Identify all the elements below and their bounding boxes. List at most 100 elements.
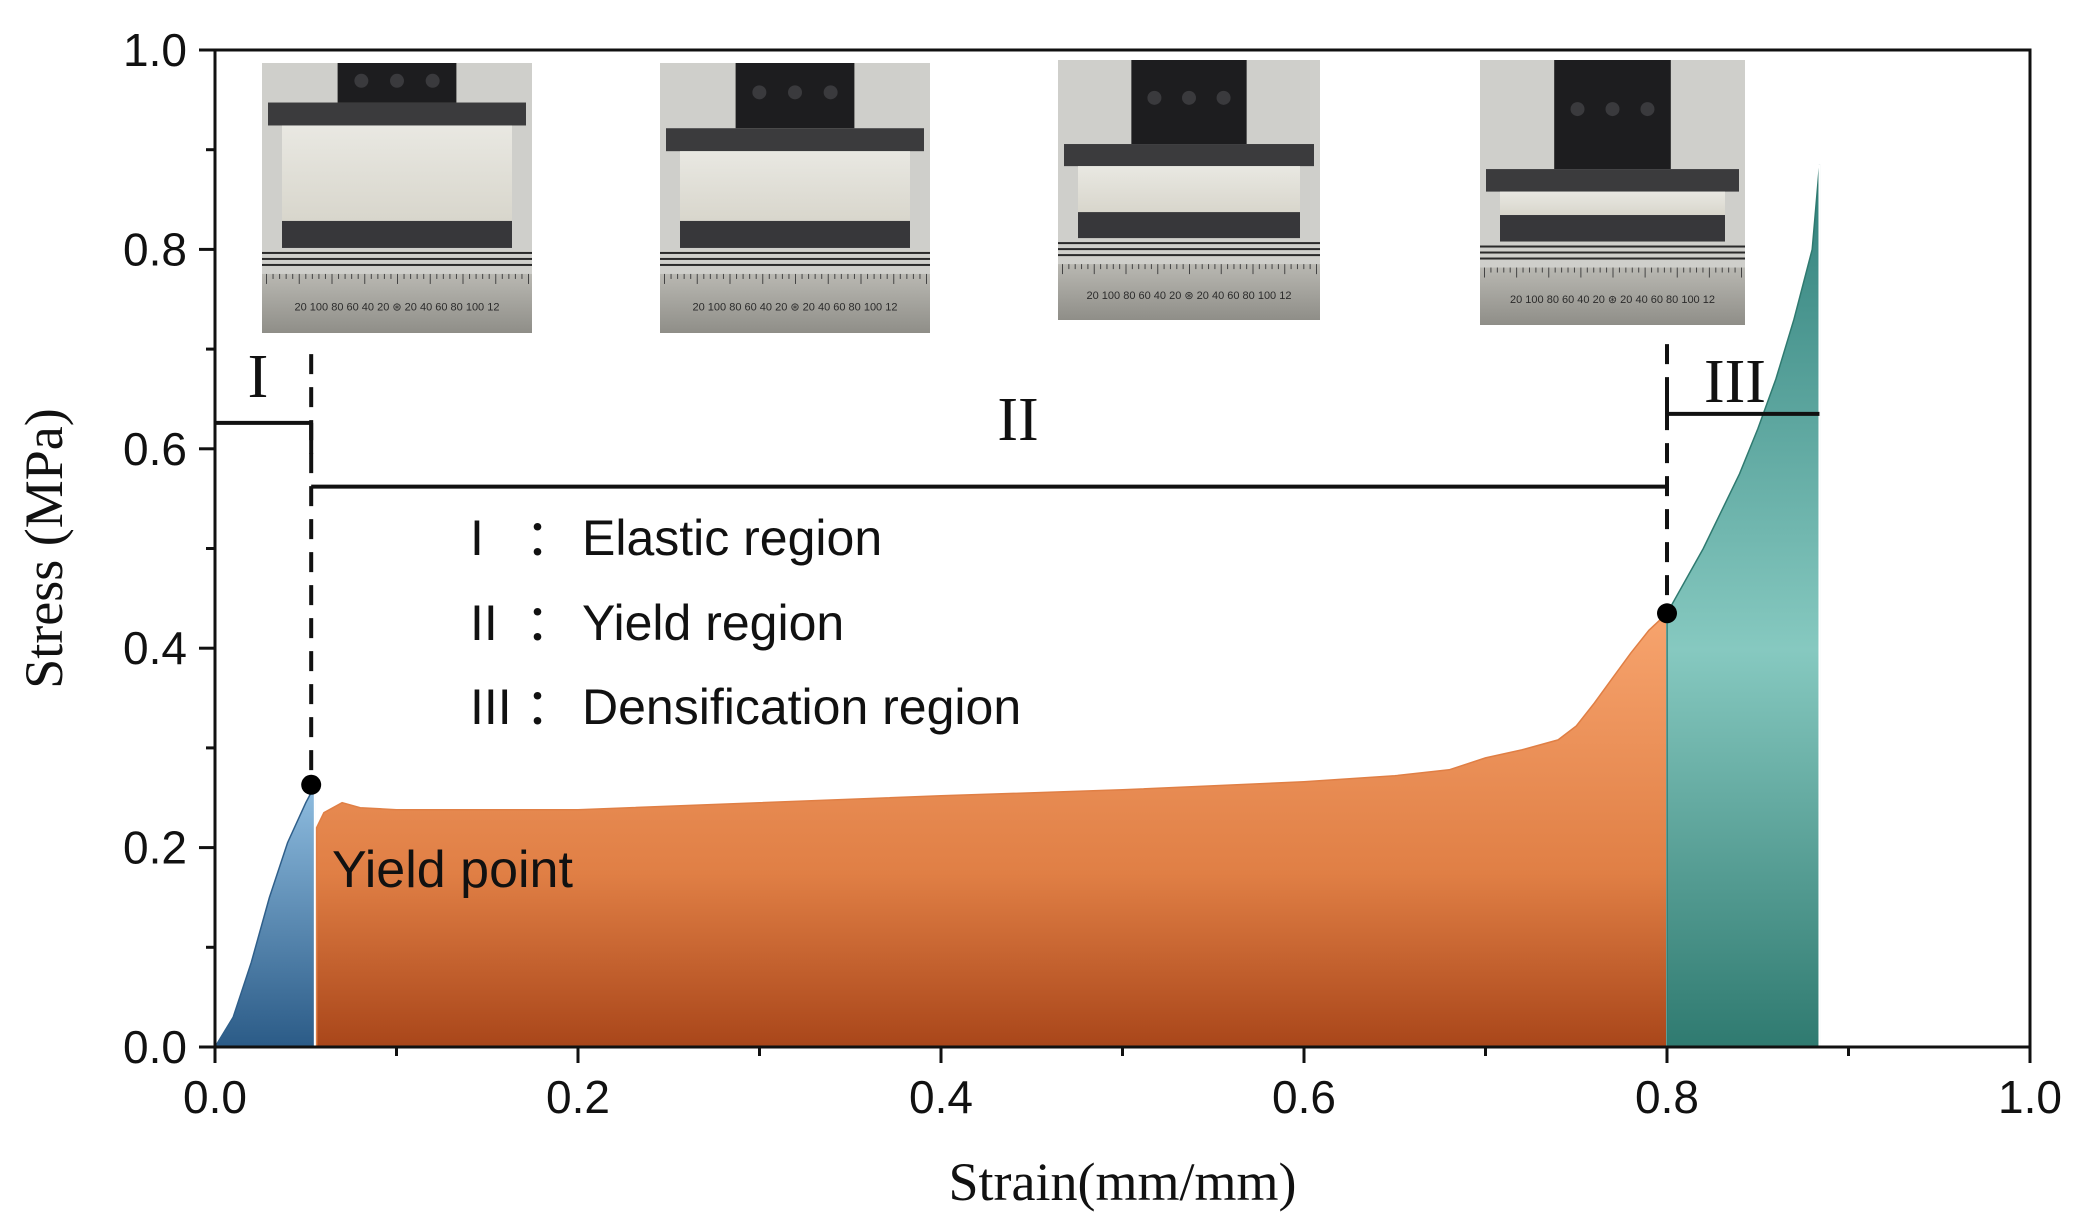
photo-ruler-tick (1290, 264, 1292, 270)
legend-separator-1: ： (525, 510, 575, 566)
photo-bolt (823, 85, 838, 100)
photo-ruler-tick (1093, 264, 1095, 275)
photo-ruler-tick (1599, 267, 1601, 273)
photo-ruler-tick (860, 273, 862, 284)
photo-ruler-tick (1265, 264, 1267, 270)
photo-ruler-tick (1715, 267, 1717, 273)
photo-ruler-tick (1522, 267, 1524, 273)
photo-ruler-tick (867, 273, 869, 279)
photo-ruler-tick (429, 273, 431, 284)
photo-foam-specimen (1078, 166, 1300, 213)
photo-ruler-tick (1490, 267, 1492, 273)
legend-numeral-1: I (470, 510, 484, 566)
region-label-2: II (997, 386, 1038, 454)
photo-base-stripe (660, 263, 930, 266)
specimen-photo-2: 20 100 80 60 40 20 ⊛ 20 40 60 80 100 12 (660, 63, 930, 333)
photo-ruler-tick (906, 273, 908, 279)
photo-ruler-tick (423, 273, 425, 279)
photo-ruler-tick (1081, 264, 1083, 270)
photo-ruler-tick (1258, 264, 1260, 270)
photo-ruler-tick (1516, 267, 1518, 278)
photo-ruler-tick (292, 273, 294, 279)
photo-ruler-tick (1284, 264, 1286, 275)
photo-ruler-tick (1651, 267, 1653, 273)
photo-ruler-tick (768, 273, 770, 279)
photo-ruler-tick (410, 273, 412, 279)
photo-ruler-tick (893, 273, 895, 284)
legend-separator-2: ： (525, 595, 575, 651)
photo-upper-plate (1064, 144, 1314, 167)
photo-ruler-tick (1484, 267, 1485, 278)
photo-ruler-tick (495, 273, 497, 284)
photo-ruler-tick (508, 273, 510, 279)
photo-ruler-tick (1612, 267, 1614, 278)
photo-ruler-tick (285, 273, 287, 279)
photo-base-stripe (1058, 248, 1320, 251)
photo-ruler-tick (1670, 267, 1672, 273)
photo-ruler-tick (1182, 264, 1184, 270)
photo-ruler-tick (462, 273, 464, 284)
photo-ruler-tick (279, 273, 281, 279)
photo-ruler-tick (873, 273, 875, 279)
photo-ruler-tick (1074, 264, 1076, 270)
photo-ruler-tick (899, 273, 901, 279)
photo-lower-plate (1500, 215, 1725, 242)
photo-ruler-tick (364, 273, 366, 284)
photo-base-stripe (262, 257, 532, 260)
x-axis-title: Strain(mm/mm) (949, 1152, 1297, 1212)
photo-ruler-tick (1220, 264, 1222, 275)
photo-ruler-tick (397, 273, 398, 284)
photo-ruler-tick (1593, 267, 1595, 273)
region-label-3: III (1704, 348, 1766, 416)
photo-bolt (752, 85, 767, 100)
photo-ruler-tick (528, 273, 529, 284)
photo-ruler-tick (1734, 267, 1736, 273)
photo-ruler-tick (383, 273, 385, 279)
photo-ruler-tick (1503, 267, 1505, 273)
photo-ruler-tick (664, 273, 665, 284)
photo-ruler-tick (1586, 267, 1588, 273)
photo-ruler-tick (482, 273, 484, 279)
photo-ruler-tick (1721, 267, 1723, 273)
photo-ruler-tick (1644, 267, 1646, 278)
photo-ruler-tick (886, 273, 888, 279)
legend-numeral-3: III (470, 679, 512, 735)
photo-ruler-tick (298, 273, 300, 284)
markers (301, 603, 1677, 795)
photo-lower-plate (680, 220, 910, 248)
photo-ruler-label: 20 100 80 60 40 20 ⊛ 20 40 60 80 100 12 (295, 302, 500, 314)
photo-upper-plate (268, 102, 526, 126)
photo-base-stripe (1058, 242, 1320, 245)
photo-ruler-tick (344, 273, 346, 279)
photo-ruler-tick (514, 273, 516, 279)
photo-ruler-tick (1208, 264, 1210, 270)
photo-ruler-tick (1509, 267, 1511, 273)
legend-text-2: Yield region (582, 595, 844, 651)
photo-ruler-tick (1625, 267, 1627, 273)
photo-ruler-tick (311, 273, 313, 279)
y-tick-label: 1.0 (123, 24, 187, 76)
photo-ruler-tick (416, 273, 418, 279)
photo-bolt (1640, 102, 1655, 117)
x-tick-label: 0.8 (1635, 1071, 1699, 1123)
region-label-1: I (248, 343, 269, 411)
photo-ruler-tick (1087, 264, 1089, 270)
photo-ruler-tick (690, 273, 692, 279)
photo-ruler-tick (1689, 267, 1691, 273)
photo-ruler-tick (370, 273, 372, 279)
photo-ruler-tick (1277, 264, 1279, 270)
y-tick-label: 0.8 (123, 223, 187, 275)
photo-ruler-tick (788, 273, 790, 279)
region-brackets (215, 344, 1820, 785)
photo-ruler-tick (1271, 264, 1273, 270)
legend-separator-3: ： (525, 679, 575, 735)
photo-base-stripe (1480, 257, 1745, 260)
photo-ruler-tick (696, 273, 698, 284)
photo-ruler-tick (1068, 264, 1070, 270)
photo-ruler-tick (742, 273, 744, 279)
photo-ruler-tick (1618, 267, 1620, 273)
photo-bolt (354, 73, 369, 88)
photo-ruler-tick (318, 273, 320, 279)
photo-ruler-tick (1201, 264, 1203, 270)
photo-ruler-tick (1062, 264, 1063, 275)
